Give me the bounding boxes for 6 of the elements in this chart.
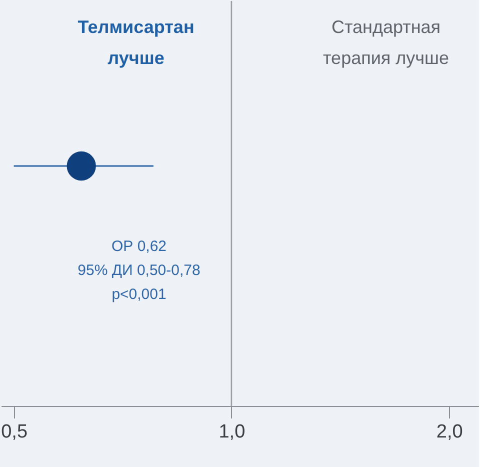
x-tick-label: 0,5 (1, 422, 28, 442)
annotation: Телмисартан лучше (78, 17, 194, 68)
annotation: Стандартная терапия лучше (323, 17, 449, 68)
annotation: ОР 0,62 95% ДИ 0,50-0,78 p<0,001 (78, 238, 200, 303)
x-tick-label: 1,0 (218, 422, 246, 442)
x-tick-label: 2,0 (436, 422, 463, 442)
